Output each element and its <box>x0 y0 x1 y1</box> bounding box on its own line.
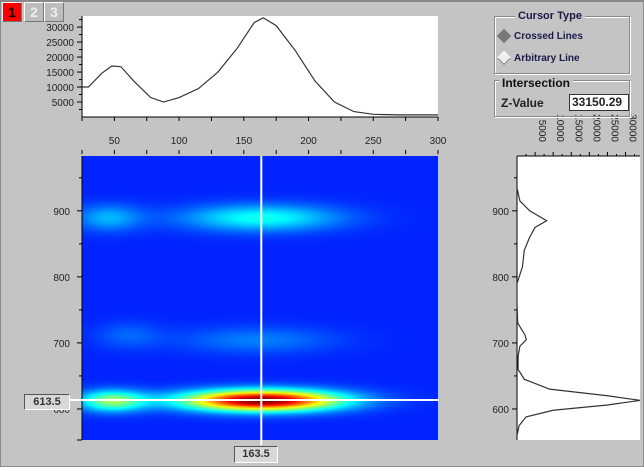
cursor-type-group: Cursor Type Crossed Lines Arbitrary Line <box>494 10 630 74</box>
tab-2[interactable]: 2 <box>24 2 44 22</box>
y-profile-y-tick-label: 600 <box>492 405 509 416</box>
x-cursor-value[interactable]: 163.5 <box>234 446 278 463</box>
heatmap-y-tick-label: 800 <box>53 273 70 284</box>
y-profile-x-tick-label: 30000 <box>627 114 638 142</box>
y-profile-y-tick-label: 900 <box>492 207 509 218</box>
y-tick-label: 10000 <box>46 83 74 94</box>
x-tick-label: 250 <box>365 136 382 147</box>
radio-label: Crossed Lines <box>514 31 583 42</box>
x-tick-label: 150 <box>235 136 252 147</box>
x-tick-label: 50 <box>109 136 121 147</box>
y-profile-y-tick-label: 700 <box>492 339 509 350</box>
radio-unselected-icon <box>496 51 512 66</box>
y-tick-label: 30000 <box>46 23 74 34</box>
radio-label: Arbitrary Line <box>514 53 580 64</box>
heatmap-y-tick-label: 600 <box>53 405 70 416</box>
x-tick-label: 300 <box>430 136 447 147</box>
y-profile-x-tick-label: 15000 <box>572 114 583 142</box>
z-value-field[interactable]: 33150.29 <box>569 94 629 111</box>
intersection-group: Intersection Z-Value 33150.29 <box>494 76 630 117</box>
z-value-label: Z-Value <box>501 96 544 110</box>
heatmap-y-tick-label: 700 <box>53 339 70 350</box>
y-profile-x-tick-label: 20000 <box>590 114 601 142</box>
y-profile-y-tick-label: 800 <box>492 273 509 284</box>
x-tick-label: 200 <box>300 136 317 147</box>
y-profile-x-tick-label: 25000 <box>608 114 619 142</box>
radio-selected-icon <box>496 29 512 44</box>
y-cursor-value[interactable]: 613.5 <box>24 394 70 410</box>
x-profile-plot-area <box>82 16 438 117</box>
y-profile-line <box>516 187 641 436</box>
x-profile-line <box>82 17 438 116</box>
tab-3[interactable]: 3 <box>44 2 64 22</box>
radio-arbitrary-line[interactable]: Arbitrary Line <box>496 51 580 66</box>
y-profile-x-tick-label: 5000 <box>536 120 547 143</box>
y-tick-label: 15000 <box>46 68 74 79</box>
radio-crossed-lines[interactable]: Crossed Lines <box>496 29 583 44</box>
y-tick-label: 20000 <box>46 53 74 64</box>
y-tick-label: 25000 <box>46 38 74 49</box>
tab-1[interactable]: 1 <box>2 2 22 22</box>
heatmap-y-tick-label: 900 <box>53 207 70 218</box>
heatmap-canvas[interactable] <box>82 156 438 440</box>
y-profile-x-tick-label: 10000 <box>554 114 565 142</box>
cursor-type-title: Cursor Type <box>515 10 585 22</box>
intersection-title: Intersection <box>499 76 574 90</box>
x-tick-label: 100 <box>171 136 188 147</box>
y-tick-label: 5000 <box>52 98 75 109</box>
